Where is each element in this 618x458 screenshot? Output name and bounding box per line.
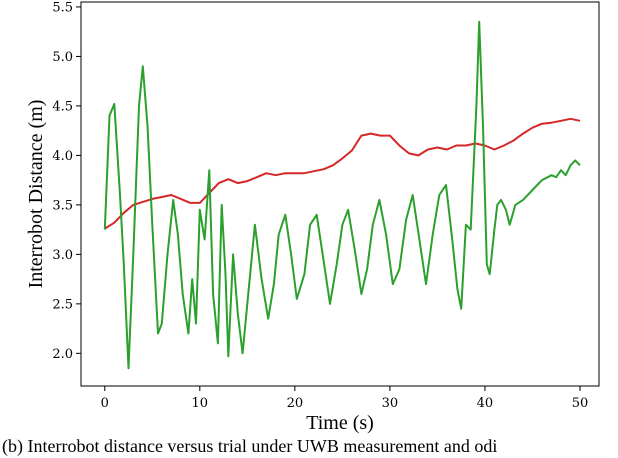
series-group: [103, 20, 581, 370]
y-tick-label: 5.0: [52, 50, 73, 65]
plot-area: [80, 1, 600, 387]
y-axis-title: Interrobot Distance (m): [25, 100, 47, 289]
y-tick-label: 4.0: [52, 149, 73, 164]
series-line-1: [104, 117, 581, 230]
series-line-2: [103, 20, 581, 370]
y-tick-label: 2.5: [52, 297, 73, 312]
x-tick-label: 40: [477, 396, 494, 411]
y-axis-ticks: 2.0 2.5 3.0 3.5 4.0 4.5 5.0 5.5: [52, 0, 81, 362]
x-tick-label: 0: [101, 396, 109, 411]
x-tick-label: 30: [382, 396, 399, 411]
y-tick-label: 2.0: [52, 347, 73, 362]
x-tick-label: 20: [287, 396, 304, 411]
x-tick-label: 10: [192, 396, 209, 411]
axes-frame: [80, 1, 600, 387]
x-axis-ticks: 0 10 20 30 40 50: [101, 386, 589, 411]
x-axis-title: Time (s): [306, 412, 374, 434]
y-tick-label: 3.0: [52, 248, 73, 263]
y-tick-label: 4.5: [52, 99, 73, 114]
y-tick-label: 3.5: [52, 198, 73, 213]
x-tick-label: 50: [572, 396, 589, 411]
figure-caption: (b) Interrobot distance versus trial und…: [2, 436, 498, 456]
y-tick-label: 5.5: [52, 0, 73, 15]
